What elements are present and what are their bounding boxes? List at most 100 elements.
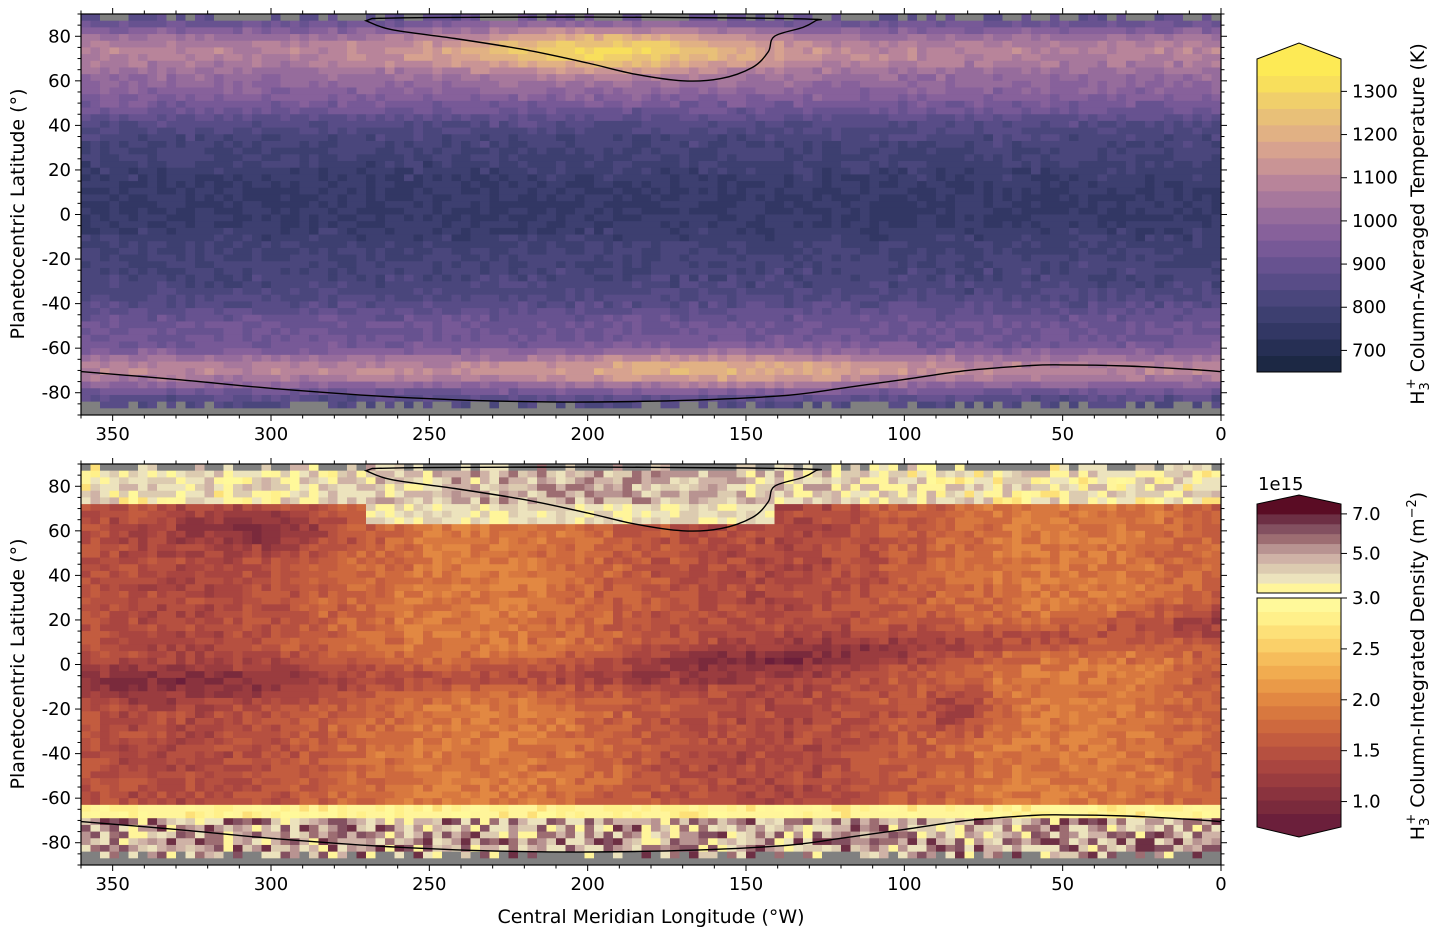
- heatmap-cell: [147, 274, 158, 282]
- heatmap-cell: [603, 321, 614, 329]
- heatmap-cell: [185, 54, 196, 62]
- heatmap-cell: [242, 221, 253, 229]
- heatmap-cell: [632, 321, 643, 329]
- heatmap-cell: [81, 261, 92, 269]
- heatmap-cell: [527, 100, 538, 109]
- heatmap-cell: [660, 348, 671, 356]
- heatmap-cell: [394, 127, 405, 135]
- heatmap-cell: [480, 394, 491, 403]
- heatmap-cell: [708, 328, 719, 336]
- heatmap-cell: [860, 261, 871, 269]
- heatmap-cell: [831, 20, 842, 28]
- heatmap-cell: [470, 227, 481, 236]
- heatmap-cell: [337, 154, 348, 162]
- heatmap-cell: [822, 301, 833, 309]
- heatmap-cell: [290, 80, 301, 89]
- heatmap-cell: [603, 288, 614, 296]
- heatmap-cell: [470, 34, 481, 42]
- heatmap-cell: [252, 54, 263, 62]
- heatmap-cell: [366, 127, 377, 135]
- heatmap-cell: [632, 201, 643, 209]
- heatmap-cell: [708, 288, 719, 296]
- heatmap-cell: [394, 134, 405, 142]
- heatmap-cell: [128, 174, 139, 182]
- heatmap-cell: [632, 74, 643, 82]
- heatmap-cell: [356, 20, 367, 28]
- heatmap-cell: [765, 201, 776, 209]
- heatmap-cell: [442, 394, 453, 403]
- heatmap-cell: [613, 207, 624, 216]
- heatmap-cell: [157, 134, 168, 142]
- heatmap-cell: [470, 274, 481, 282]
- heatmap-cell: [613, 60, 624, 69]
- heatmap-cell: [736, 241, 747, 249]
- heatmap-cell: [100, 107, 111, 115]
- heatmap-cell: [147, 120, 158, 129]
- heatmap-cell: [708, 394, 719, 403]
- heatmap-cell: [470, 388, 481, 396]
- heatmap-cell: [366, 67, 377, 75]
- heatmap-cell: [451, 40, 462, 49]
- heatmap-cell: [432, 94, 443, 102]
- heatmap-cell: [138, 361, 149, 369]
- heatmap-cell: [242, 87, 253, 95]
- heatmap-cell: [337, 214, 348, 222]
- heatmap-cell: [128, 74, 139, 82]
- heatmap-cell: [432, 267, 443, 276]
- heatmap-cell: [489, 214, 500, 222]
- heatmap-cell: [100, 254, 111, 262]
- heatmap-cell: [271, 147, 282, 155]
- heatmap-cell: [356, 120, 367, 129]
- heatmap-cell: [432, 154, 443, 162]
- heatmap-cell: [679, 201, 690, 209]
- heatmap-cell: [489, 34, 500, 42]
- heatmap-cell: [717, 374, 728, 383]
- heatmap-cell: [423, 254, 434, 262]
- heatmap-cell: [271, 328, 282, 336]
- heatmap-cell: [128, 140, 139, 149]
- heatmap-cell: [223, 181, 234, 189]
- heatmap-cell: [290, 354, 301, 363]
- heatmap-cell: [632, 94, 643, 102]
- heatmap-cell: [223, 67, 234, 75]
- heatmap-cell: [404, 54, 415, 62]
- heatmap-cell: [394, 47, 405, 55]
- heatmap-cell: [328, 308, 339, 316]
- heatmap-cell: [508, 34, 519, 42]
- heatmap-cell: [632, 207, 643, 216]
- heatmap-cell: [489, 20, 500, 28]
- heatmap-cell: [176, 388, 187, 396]
- heatmap-cell: [356, 234, 367, 242]
- heatmap-cell: [100, 54, 111, 62]
- heatmap-cell: [537, 328, 548, 336]
- heatmap-cell: [470, 134, 481, 142]
- heatmap-cell: [584, 187, 595, 196]
- heatmap-cell: [271, 47, 282, 55]
- heatmap-cell: [641, 27, 652, 35]
- heatmap-cell: [318, 20, 329, 28]
- heatmap-cell: [100, 87, 111, 95]
- heatmap-cell: [537, 341, 548, 349]
- heatmap-cell: [290, 174, 301, 182]
- heatmap-cell: [850, 100, 861, 109]
- heatmap-cell: [451, 381, 462, 389]
- heatmap-cell: [299, 308, 310, 316]
- heatmap-cell: [651, 94, 662, 102]
- heatmap-cell: [366, 401, 377, 409]
- heatmap-cell: [632, 20, 643, 28]
- heatmap-cell: [812, 167, 823, 175]
- heatmap-cell: [660, 288, 671, 296]
- heatmap-cell: [185, 308, 196, 316]
- heatmap-cell: [546, 368, 557, 376]
- heatmap-cell: [81, 301, 92, 309]
- heatmap-cell: [328, 321, 339, 329]
- heatmap-cell: [774, 361, 785, 369]
- heatmap-cell: [81, 167, 92, 175]
- heatmap-cell: [128, 107, 139, 115]
- heatmap-cell: [290, 120, 301, 129]
- heatmap-cell: [613, 334, 624, 343]
- heatmap-cell: [204, 87, 215, 95]
- heatmap-cell: [347, 308, 358, 316]
- heatmap-cell: [812, 321, 823, 329]
- heatmap-cell: [413, 321, 424, 329]
